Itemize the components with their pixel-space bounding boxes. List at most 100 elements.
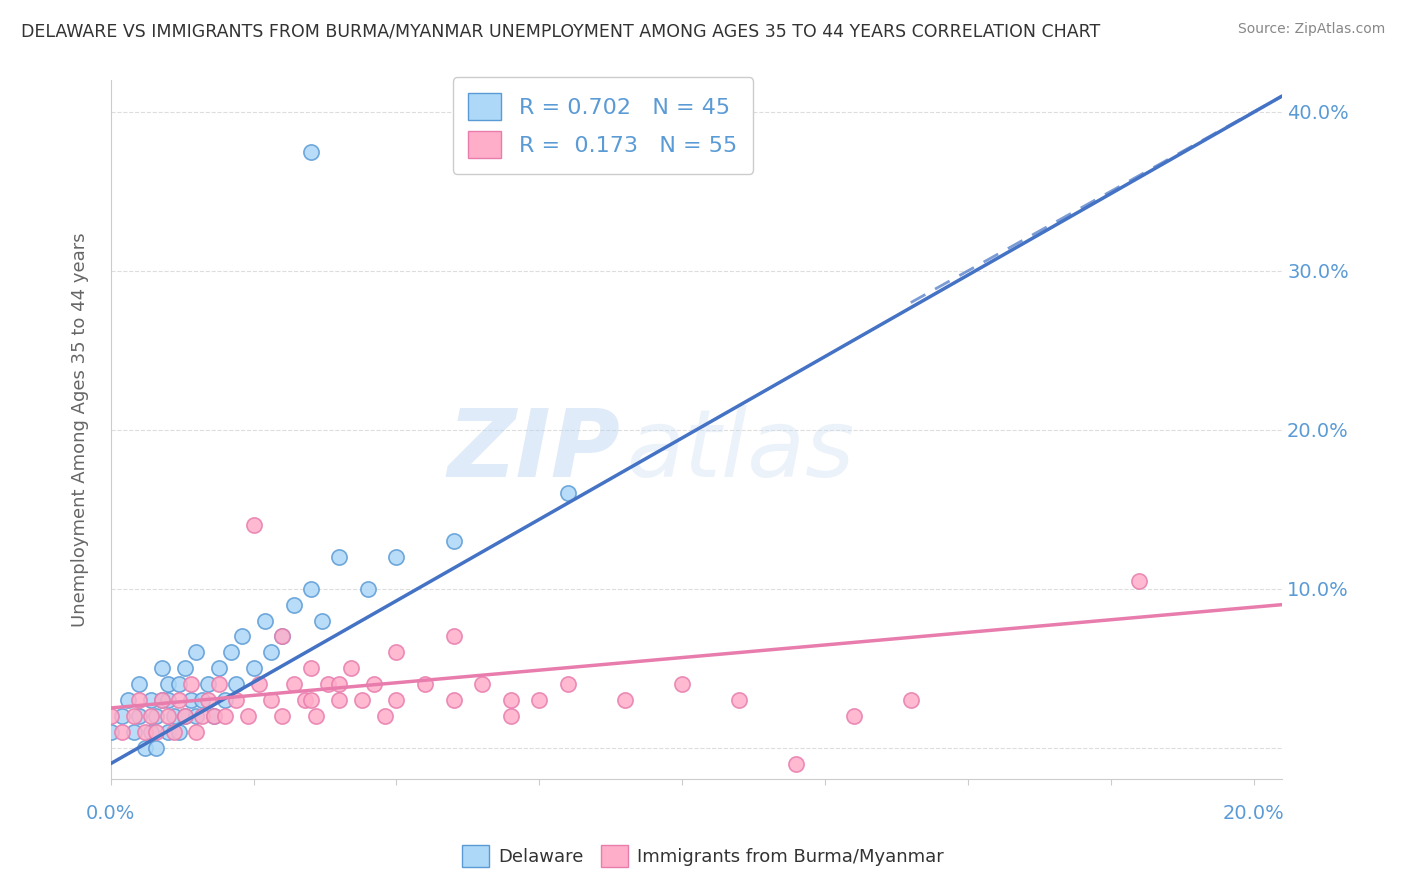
Point bbox=[134, 740, 156, 755]
Point bbox=[236, 709, 259, 723]
Point bbox=[728, 693, 751, 707]
Point bbox=[139, 709, 162, 723]
Point bbox=[785, 756, 807, 771]
Point bbox=[128, 693, 150, 707]
Legend: Delaware, Immigrants from Burma/Myanmar: Delaware, Immigrants from Burma/Myanmar bbox=[454, 838, 952, 874]
Point bbox=[671, 677, 693, 691]
Point bbox=[271, 629, 294, 643]
Point bbox=[122, 724, 145, 739]
Point bbox=[197, 677, 219, 691]
Point bbox=[169, 677, 191, 691]
Point bbox=[299, 693, 322, 707]
Point bbox=[385, 549, 408, 564]
Point bbox=[499, 693, 522, 707]
Point bbox=[145, 724, 167, 739]
Text: atlas: atlas bbox=[626, 405, 855, 496]
Point bbox=[900, 693, 922, 707]
Point bbox=[242, 518, 264, 533]
Text: DELAWARE VS IMMIGRANTS FROM BURMA/MYANMAR UNEMPLOYMENT AMONG AGES 35 TO 44 YEARS: DELAWARE VS IMMIGRANTS FROM BURMA/MYANMA… bbox=[21, 22, 1101, 40]
Point bbox=[260, 693, 283, 707]
Point bbox=[186, 724, 208, 739]
Point bbox=[271, 629, 294, 643]
Point bbox=[128, 709, 150, 723]
Point bbox=[299, 582, 322, 596]
Point bbox=[111, 709, 134, 723]
Point bbox=[385, 645, 408, 659]
Point bbox=[557, 486, 579, 500]
Point bbox=[299, 145, 322, 159]
Point bbox=[128, 677, 150, 691]
Point bbox=[214, 709, 236, 723]
Point bbox=[186, 645, 208, 659]
Point bbox=[162, 709, 184, 723]
Point bbox=[139, 724, 162, 739]
Point bbox=[357, 582, 380, 596]
Text: 0.0%: 0.0% bbox=[86, 805, 135, 823]
Point bbox=[202, 709, 225, 723]
Point bbox=[156, 724, 179, 739]
Point bbox=[260, 645, 283, 659]
Point bbox=[328, 549, 350, 564]
Point bbox=[352, 693, 374, 707]
Point bbox=[499, 709, 522, 723]
Point bbox=[219, 645, 242, 659]
Point bbox=[156, 677, 179, 691]
Point bbox=[186, 709, 208, 723]
Point bbox=[614, 693, 637, 707]
Text: 20.0%: 20.0% bbox=[1223, 805, 1285, 823]
Point bbox=[557, 677, 579, 691]
Point bbox=[225, 693, 247, 707]
Point bbox=[174, 709, 197, 723]
Point bbox=[100, 709, 122, 723]
Point bbox=[328, 677, 350, 691]
Point bbox=[145, 740, 167, 755]
Point bbox=[174, 709, 197, 723]
Point bbox=[180, 693, 202, 707]
Point bbox=[156, 709, 179, 723]
Point bbox=[443, 629, 465, 643]
Point bbox=[443, 534, 465, 549]
Point bbox=[111, 724, 134, 739]
Point bbox=[150, 693, 173, 707]
Point bbox=[311, 614, 333, 628]
Point bbox=[328, 693, 350, 707]
Point bbox=[471, 677, 494, 691]
Point bbox=[117, 693, 139, 707]
Text: Source: ZipAtlas.com: Source: ZipAtlas.com bbox=[1237, 22, 1385, 37]
Point bbox=[283, 598, 305, 612]
Point bbox=[305, 709, 328, 723]
Point bbox=[271, 709, 294, 723]
Point bbox=[169, 693, 191, 707]
Point bbox=[122, 709, 145, 723]
Point bbox=[208, 661, 231, 675]
Point bbox=[374, 709, 396, 723]
Point bbox=[231, 629, 253, 643]
Legend: R = 0.702   N = 45, R =  0.173   N = 55: R = 0.702 N = 45, R = 0.173 N = 55 bbox=[453, 78, 754, 174]
Point bbox=[180, 677, 202, 691]
Point bbox=[529, 693, 551, 707]
Point bbox=[174, 661, 197, 675]
Point bbox=[139, 693, 162, 707]
Point bbox=[242, 661, 264, 675]
Point bbox=[100, 724, 122, 739]
Point bbox=[316, 677, 339, 691]
Point bbox=[842, 709, 865, 723]
Point bbox=[134, 724, 156, 739]
Point bbox=[191, 709, 214, 723]
Point bbox=[191, 693, 214, 707]
Point bbox=[294, 693, 316, 707]
Point bbox=[208, 677, 231, 691]
Point bbox=[197, 693, 219, 707]
Point bbox=[363, 677, 385, 691]
Point bbox=[150, 693, 173, 707]
Text: ZIP: ZIP bbox=[447, 405, 620, 497]
Point bbox=[247, 677, 270, 691]
Point bbox=[443, 693, 465, 707]
Point bbox=[254, 614, 277, 628]
Point bbox=[156, 693, 179, 707]
Point bbox=[1128, 574, 1150, 588]
Y-axis label: Unemployment Among Ages 35 to 44 years: Unemployment Among Ages 35 to 44 years bbox=[72, 233, 89, 627]
Point bbox=[283, 677, 305, 691]
Point bbox=[299, 661, 322, 675]
Point bbox=[202, 709, 225, 723]
